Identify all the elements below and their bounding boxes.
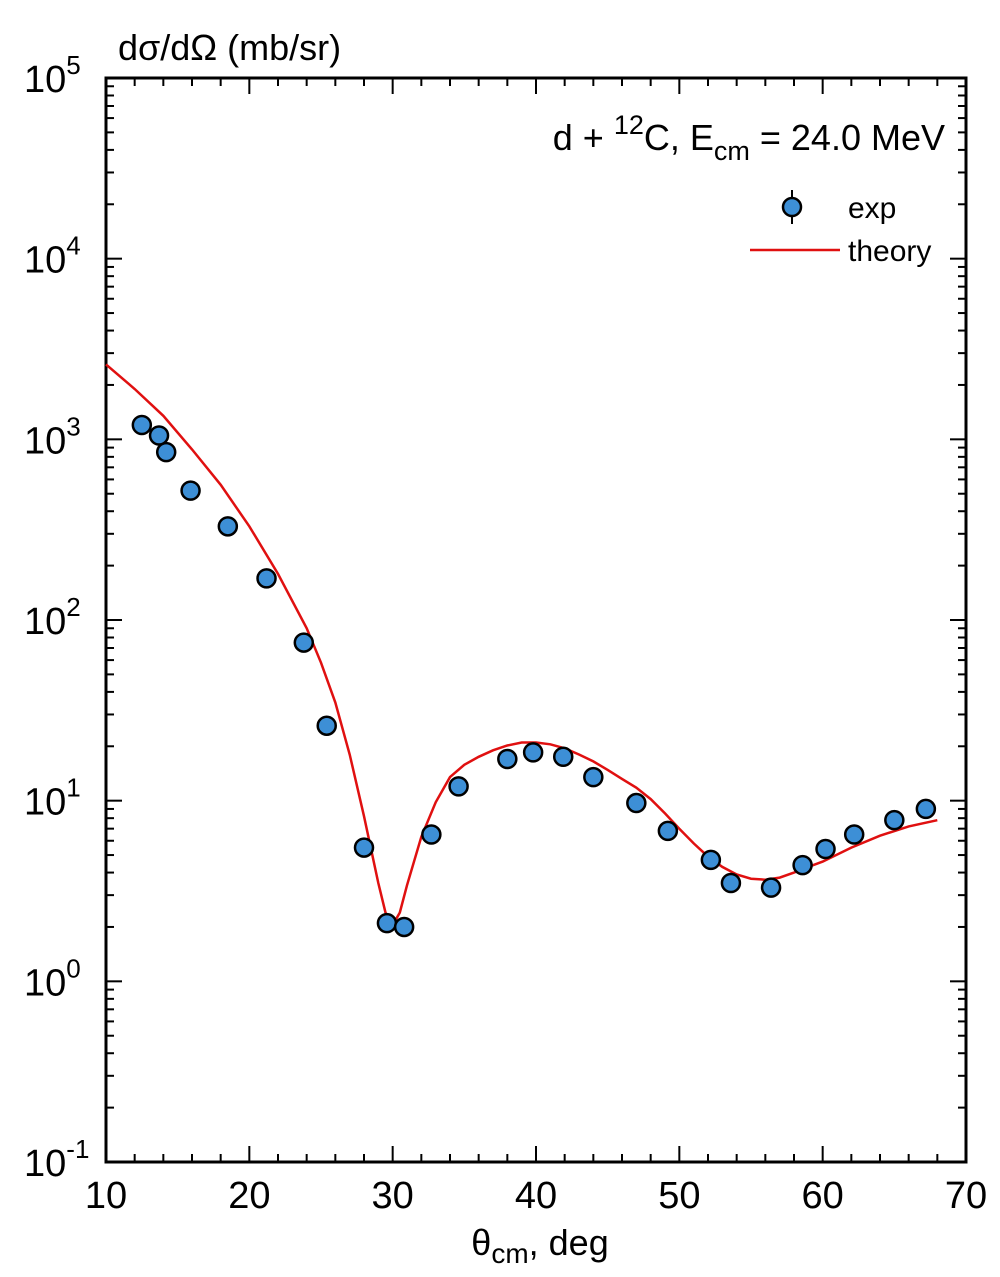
legend-theory-label: theory: [848, 235, 931, 268]
legend: exp theory: [750, 190, 931, 268]
x-tick-label: 40: [515, 1175, 557, 1217]
y-tick-label: 105: [24, 50, 81, 101]
y-tick-label: 100: [24, 953, 81, 1004]
y-tick-label: 102: [24, 592, 81, 643]
y-tick-label: 101: [24, 773, 81, 824]
legend-exp-marker: [781, 196, 803, 218]
x-tick-label: 20: [228, 1175, 270, 1217]
data-point: [217, 516, 239, 537]
data-point: [497, 748, 518, 770]
data-point: [256, 568, 277, 589]
axis-ticks: [105, 77, 967, 1163]
data-point: [884, 809, 905, 831]
y-axis-label: dσ/dΩ (mb/sr): [118, 27, 341, 68]
x-tick-labels: 10 20 30 40 50 60 70: [85, 1175, 987, 1217]
y-tick-labels: 10-1 100 101 102 103 104 105: [24, 50, 89, 1185]
data-point: [155, 441, 177, 463]
data-point: [815, 838, 836, 860]
x-tick-label: 10: [85, 1175, 127, 1217]
x-tick-label: 50: [658, 1175, 700, 1217]
data-point: [293, 632, 315, 653]
x-tick-label: 70: [945, 1175, 987, 1217]
x-tick-label: 30: [372, 1175, 414, 1217]
data-point: [657, 820, 679, 842]
y-tick-label: 103: [24, 411, 81, 462]
y-tick-label: 104: [24, 231, 81, 282]
x-axis-label: θcm, deg: [471, 1222, 608, 1269]
data-point: [583, 766, 604, 788]
plot-area: [104, 76, 968, 1164]
data-point: [843, 824, 865, 845]
data-point: [376, 912, 398, 934]
data-point: [720, 872, 742, 894]
data-point: [522, 742, 544, 763]
data-point: [760, 877, 782, 898]
data-point: [131, 414, 153, 436]
data-point: [393, 916, 415, 938]
y-tick-label: 10-1: [24, 1134, 89, 1185]
data-point: [700, 849, 722, 871]
data-point: [180, 480, 201, 501]
data-point: [316, 715, 337, 736]
data-point: [915, 798, 937, 820]
data-point: [448, 776, 469, 797]
legend-exp-label: exp: [848, 192, 896, 225]
data-point: [792, 854, 813, 876]
data-point: [421, 824, 442, 845]
data-point: [148, 425, 170, 446]
data-point: [626, 792, 647, 814]
series-theory-line: [105, 363, 938, 928]
chart-annotation: d + 12C, Ecm = 24.0 MeV: [553, 110, 945, 166]
series-exp-points: [131, 414, 937, 938]
x-tick-label: 60: [802, 1175, 844, 1217]
data-point: [552, 746, 574, 768]
data-point: [353, 837, 375, 858]
